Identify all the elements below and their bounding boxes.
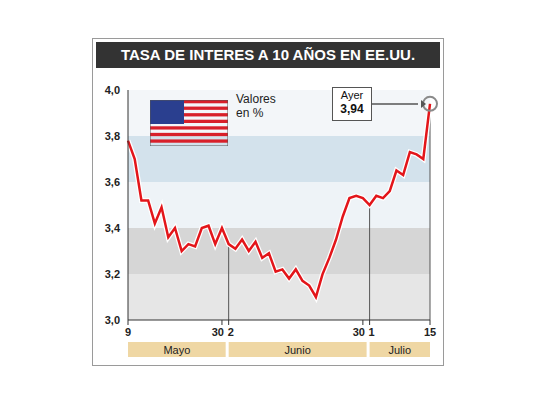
html-text:3,94: 3,94: [340, 101, 364, 116]
html-text:Valores en %: Valores en %: [236, 92, 276, 120]
svg-text:3,8: 3,8: [105, 130, 120, 142]
svg-text:30: 30: [212, 326, 224, 338]
svg-text:15: 15: [424, 326, 436, 338]
svg-text:30: 30: [353, 326, 365, 338]
svg-text:3,4: 3,4: [105, 222, 121, 234]
svg-text:Mayo: Mayo: [163, 344, 190, 356]
svg-text:2: 2: [228, 326, 234, 338]
html-text:TASA DE INTERES A 10 AÑOS EN E: TASA DE INTERES A 10 AÑOS EN EE.UU.: [120, 46, 416, 63]
svg-text:3,2: 3,2: [105, 268, 120, 280]
svg-text:Junio: Junio: [284, 344, 310, 356]
svg-text:1: 1: [369, 326, 375, 338]
svg-text:4,0: 4,0: [105, 84, 120, 96]
svg-text:3,0: 3,0: [105, 314, 120, 326]
svg-text:3,6: 3,6: [105, 176, 120, 188]
svg-text:9: 9: [125, 326, 131, 338]
html-text:Ayer: Ayer: [340, 88, 364, 101]
svg-text:Julio: Julio: [388, 344, 411, 356]
